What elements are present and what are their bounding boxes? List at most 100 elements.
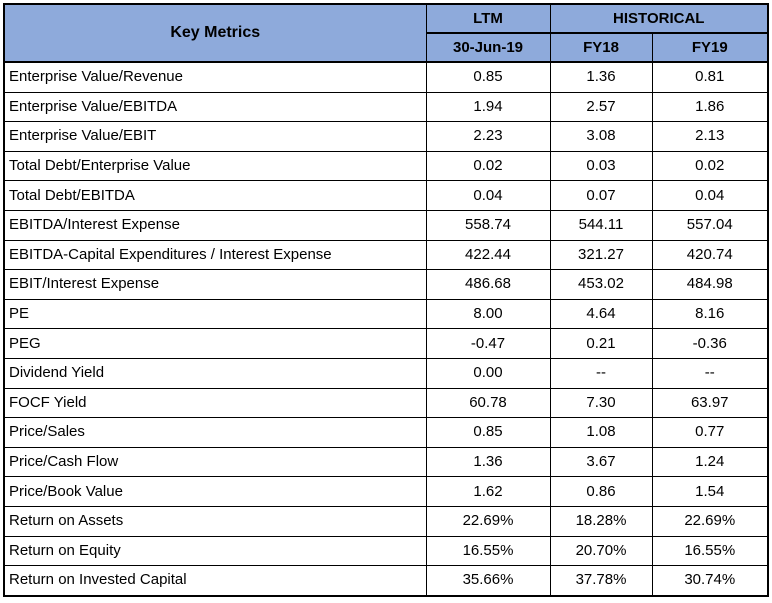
table-row: Enterprise Value/EBITDA 1.94 2.57 1.86 — [3, 91, 769, 123]
fy18-value: 1.36 — [549, 61, 653, 93]
metric-label: Return on Invested Capital — [3, 565, 427, 597]
ltm-value: 22.69% — [425, 505, 551, 537]
fy19-value: 8.16 — [651, 298, 769, 330]
fy19-value: 22.69% — [651, 505, 769, 537]
fy19-value: 0.77 — [651, 417, 769, 448]
ltm-value: 1.62 — [425, 476, 551, 507]
fy19-value: 63.97 — [651, 387, 769, 419]
fy18-value: -- — [549, 357, 653, 389]
fy19-value: 1.86 — [651, 91, 769, 123]
table-row: Dividend Yield 0.00 -- -- — [3, 357, 769, 389]
metric-label: Enterprise Value/EBIT — [3, 121, 427, 152]
fy19-header: FY19 — [651, 32, 769, 63]
header-row-top: Key Metrics LTM HISTORICAL — [3, 3, 769, 63]
fy19-value: 16.55% — [651, 535, 769, 567]
ltm-value: 1.36 — [425, 446, 551, 478]
table-row: Return on Equity 16.55% 20.70% 16.55% — [3, 535, 769, 567]
metric-label: FOCF Yield — [3, 387, 427, 419]
metric-label: PE — [3, 298, 427, 330]
table-row: EBIT/Interest Expense 486.68 453.02 484.98 — [3, 269, 769, 300]
metric-label: Return on Equity — [3, 535, 427, 567]
ltm-date-header: 30-Jun-19 — [425, 32, 551, 63]
table-row: Return on Assets 22.69% 18.28% 22.69% — [3, 505, 769, 537]
fy18-value: 3.08 — [549, 121, 653, 152]
metric-label: EBITDA/Interest Expense — [3, 209, 427, 241]
fy19-value: 484.98 — [651, 269, 769, 300]
ltm-value: 2.23 — [425, 121, 551, 152]
metric-label: Total Debt/EBITDA — [3, 180, 427, 211]
metric-label: PEG — [3, 328, 427, 359]
ltm-value: -0.47 — [425, 328, 551, 359]
fy19-value: 0.81 — [651, 61, 769, 93]
fy18-value: 0.86 — [549, 476, 653, 507]
table-header: Key Metrics LTM HISTORICAL 30-Jun-19 FY1… — [3, 3, 769, 63]
ltm-value: 35.66% — [425, 565, 551, 597]
table-row: Enterprise Value/EBIT 2.23 3.08 2.13 — [3, 121, 769, 152]
ltm-value: 0.00 — [425, 357, 551, 389]
fy18-value: 1.08 — [549, 417, 653, 448]
table-row: PE 8.00 4.64 8.16 — [3, 298, 769, 330]
fy18-value: 321.27 — [549, 239, 653, 271]
fy18-value: 0.03 — [549, 150, 653, 182]
fy19-value: 0.04 — [651, 180, 769, 211]
ltm-value: 60.78 — [425, 387, 551, 419]
metric-label: Enterprise Value/Revenue — [3, 61, 427, 93]
ltm-value: 1.94 — [425, 91, 551, 123]
ltm-value: 0.85 — [425, 61, 551, 93]
table-row: EBITDA/Interest Expense 558.74 544.11 557.0… — [3, 209, 769, 241]
ltm-value: 16.55% — [425, 535, 551, 567]
fy18-value: 0.21 — [549, 328, 653, 359]
table-body: Enterprise Value/Revenue 0.85 1.36 0.81 Ente… — [3, 61, 769, 597]
fy18-header: FY18 — [549, 32, 653, 63]
ltm-value: 558.74 — [425, 209, 551, 241]
fy18-value: 20.70% — [549, 535, 653, 567]
table-row: Price/Sales 0.85 1.08 0.77 — [3, 417, 769, 448]
metric-label: Total Debt/Enterprise Value — [3, 150, 427, 182]
fy19-value: 30.74% — [651, 565, 769, 597]
table-row: FOCF Yield 60.78 7.30 63.97 — [3, 387, 769, 419]
historical-header: HISTORICAL — [549, 3, 769, 34]
table-row: Price/Cash Flow 1.36 3.67 1.24 — [3, 446, 769, 478]
key-metrics-table: Key Metrics LTM HISTORICAL 30-Jun-19 FY1… — [3, 3, 769, 597]
table-row: Enterprise Value/Revenue 0.85 1.36 0.81 — [3, 61, 769, 93]
table-row: Return on Invested Capital 35.66% 37.78% 30… — [3, 565, 769, 597]
metric-label: Price/Sales — [3, 417, 427, 448]
fy18-value: 2.57 — [549, 91, 653, 123]
fy18-value: 7.30 — [549, 387, 653, 419]
fy19-value: 1.24 — [651, 446, 769, 478]
fy18-value: 453.02 — [549, 269, 653, 300]
fy19-value: 0.02 — [651, 150, 769, 182]
key-metrics-header: Key Metrics — [3, 3, 427, 63]
fy18-value: 544.11 — [549, 209, 653, 241]
metric-label: Dividend Yield — [3, 357, 427, 389]
fy19-value: -- — [651, 357, 769, 389]
metric-label: EBIT/Interest Expense — [3, 269, 427, 300]
fy18-value: 18.28% — [549, 505, 653, 537]
table-row: PEG -0.47 0.21 -0.36 — [3, 328, 769, 359]
ltm-value: 0.85 — [425, 417, 551, 448]
fy18-value: 0.07 — [549, 180, 653, 211]
fy19-value: 557.04 — [651, 209, 769, 241]
ltm-value: 486.68 — [425, 269, 551, 300]
metric-label: Price/Cash Flow — [3, 446, 427, 478]
fy18-value: 37.78% — [549, 565, 653, 597]
fy19-value: 1.54 — [651, 476, 769, 507]
ltm-value: 0.04 — [425, 180, 551, 211]
table-row: Total Debt/Enterprise Value 0.02 0.03 0.02 — [3, 150, 769, 182]
fy19-value: 2.13 — [651, 121, 769, 152]
fy18-value: 4.64 — [549, 298, 653, 330]
header-row-bottom: 30-Jun-19 FY18 FY19 — [4, 32, 769, 63]
fy18-value: 3.67 — [549, 446, 653, 478]
table-row: Total Debt/EBITDA 0.04 0.07 0.04 — [3, 180, 769, 211]
ltm-value: 0.02 — [425, 150, 551, 182]
metric-label: EBITDA-Capital Expenditures / Interest E… — [3, 239, 427, 271]
fy19-value: -0.36 — [651, 328, 769, 359]
metric-label: Price/Book Value — [3, 476, 427, 507]
metric-label: Enterprise Value/EBITDA — [3, 91, 427, 123]
ltm-value: 422.44 — [425, 239, 551, 271]
metric-label: Return on Assets — [3, 505, 427, 537]
table-row: EBITDA-Capital Expenditures / Interest E… — [3, 239, 769, 271]
fy19-value: 420.74 — [651, 239, 769, 271]
ltm-header: LTM — [425, 3, 551, 34]
ltm-value: 8.00 — [425, 298, 551, 330]
